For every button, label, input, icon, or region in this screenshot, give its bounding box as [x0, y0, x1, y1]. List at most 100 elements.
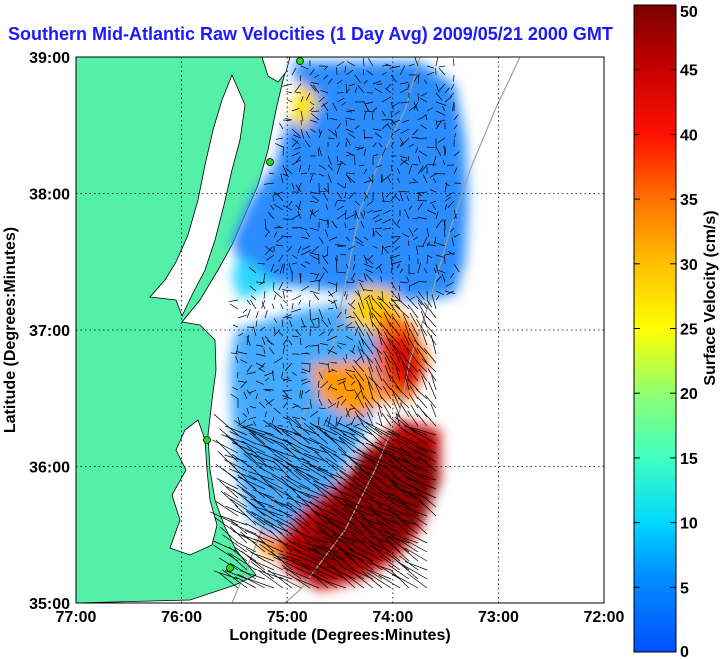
velocity-vector [406, 195, 410, 202]
velocity-vector [337, 422, 365, 436]
velocity-vector [331, 368, 338, 373]
velocity-vector [380, 566, 401, 580]
velocity-vector [266, 445, 293, 463]
velocity-vector [435, 120, 443, 130]
velocity-vector [248, 416, 257, 420]
velocity-vector [343, 503, 374, 517]
velocity-vector [323, 65, 329, 71]
velocity-vector [343, 290, 347, 297]
velocity-vector [371, 307, 383, 319]
velocity-vector [359, 282, 365, 292]
velocity-vector [322, 192, 329, 202]
velocity-vector [285, 316, 293, 319]
velocity-vector [284, 439, 311, 454]
velocity-vector [334, 200, 338, 207]
velocity-vector [344, 222, 347, 229]
velocity-vector [354, 290, 360, 297]
velocity-vector [429, 173, 437, 178]
colorbar-tick-label: 0 [680, 644, 689, 659]
velocity-vector [303, 422, 329, 445]
velocity-vector [273, 317, 278, 323]
velocity-vector [408, 393, 419, 409]
velocity-vector [382, 385, 392, 400]
velocity-vector [316, 486, 338, 508]
velocity-vector [304, 261, 311, 265]
velocity-vector [335, 129, 338, 139]
velocity-vector [441, 106, 446, 112]
velocity-vector [451, 101, 455, 112]
velocity-vector [363, 110, 375, 113]
velocity-vector [444, 252, 456, 256]
velocity-vector [228, 546, 248, 562]
velocity-vector [426, 227, 430, 237]
velocity-vector [263, 272, 266, 283]
velocity-vector [267, 483, 293, 499]
velocity-vector [250, 552, 275, 562]
velocity-vector [296, 496, 320, 508]
velocity-vector [291, 137, 300, 145]
velocity-vector [277, 330, 284, 337]
velocity-vector [382, 173, 392, 182]
velocity-vector [364, 518, 383, 535]
velocity-vector [288, 552, 311, 562]
velocity-vector [240, 380, 248, 389]
velocity-vector [269, 347, 275, 355]
velocity-vector [255, 320, 258, 328]
velocity-vector [373, 513, 401, 526]
velocity-vector [374, 357, 383, 373]
velocity-vector [328, 290, 338, 297]
velocity-vector [291, 302, 294, 310]
velocity-vector [435, 276, 442, 283]
velocity-vector [292, 541, 320, 553]
velocity-vector [261, 492, 284, 508]
velocity-vector [408, 227, 414, 237]
velocity-vector [385, 87, 392, 94]
velocity-vector [279, 576, 302, 589]
velocity-vector [397, 397, 410, 409]
velocity-vector [242, 413, 248, 418]
velocity-vector [300, 390, 304, 400]
velocity-vector [282, 443, 302, 463]
velocity-vector [309, 344, 320, 347]
velocity-vector [354, 390, 365, 409]
velocity-vector [382, 209, 392, 215]
velocity-vector [300, 110, 304, 122]
velocity-vector [387, 496, 410, 508]
velocity-vector [246, 407, 250, 415]
velocity-vector [392, 533, 419, 544]
velocity-vector [376, 327, 383, 346]
velocity-vector [259, 281, 266, 285]
velocity-vector [255, 353, 266, 357]
velocity-vector [300, 65, 309, 70]
velocity-vector [229, 553, 257, 571]
velocity-vector [261, 301, 266, 310]
velocity-vector [363, 179, 372, 184]
velocity-vector [367, 254, 374, 261]
velocity-vector [399, 159, 408, 166]
velocity-vector [388, 301, 401, 319]
velocity-vector [240, 531, 266, 553]
velocity-vector [347, 61, 356, 67]
velocity-vector [335, 281, 338, 292]
velocity-vector [453, 209, 457, 219]
velocity-vector [402, 233, 410, 238]
velocity-vector [295, 329, 302, 337]
velocity-vector [446, 191, 455, 197]
velocity-vector [399, 141, 404, 148]
velocity-vector [390, 297, 401, 310]
velocity-vector [286, 503, 311, 526]
velocity-vector [225, 570, 248, 580]
velocity-vector [256, 443, 284, 454]
velocity-vector [327, 155, 332, 166]
velocity-vector [357, 345, 365, 364]
velocity-vector [356, 449, 383, 463]
velocity-vector [236, 371, 239, 378]
velocity-vector [311, 245, 320, 253]
velocity-vector [264, 310, 268, 319]
velocity-vector [435, 83, 440, 93]
velocity-vector [392, 390, 401, 409]
velocity-vector [248, 464, 266, 481]
velocity-vector [307, 559, 329, 571]
y-axis-label: Latitude (Degrees:Minutes) [2, 227, 19, 433]
velocity-vector [232, 386, 239, 391]
